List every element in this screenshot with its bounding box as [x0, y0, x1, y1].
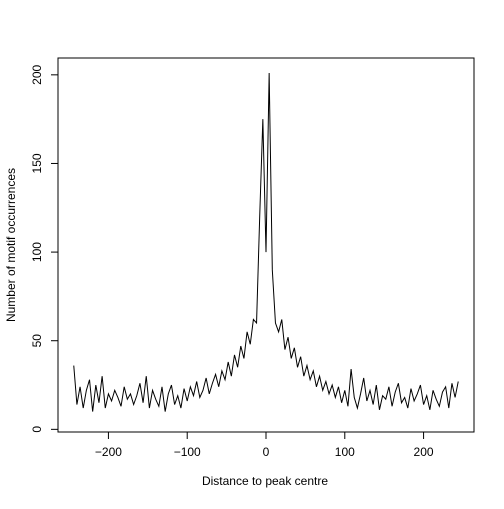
y-tick-label: 50 [30, 334, 44, 348]
x-tick-label: −200 [95, 445, 122, 459]
y-tick-label: 200 [30, 65, 44, 85]
x-tick-label: 0 [263, 445, 270, 459]
y-axis-label: Number of motif occurrences [4, 168, 18, 322]
x-axis-label: Distance to peak centre [202, 474, 328, 488]
x-tick-label: −100 [174, 445, 201, 459]
data-line [73, 73, 459, 412]
y-tick-label: 0 [30, 426, 44, 433]
x-tick-label: 200 [414, 445, 434, 459]
x-tick-label: 100 [335, 445, 355, 459]
y-tick-label: 150 [30, 153, 44, 173]
y-tick-label: 100 [30, 242, 44, 262]
